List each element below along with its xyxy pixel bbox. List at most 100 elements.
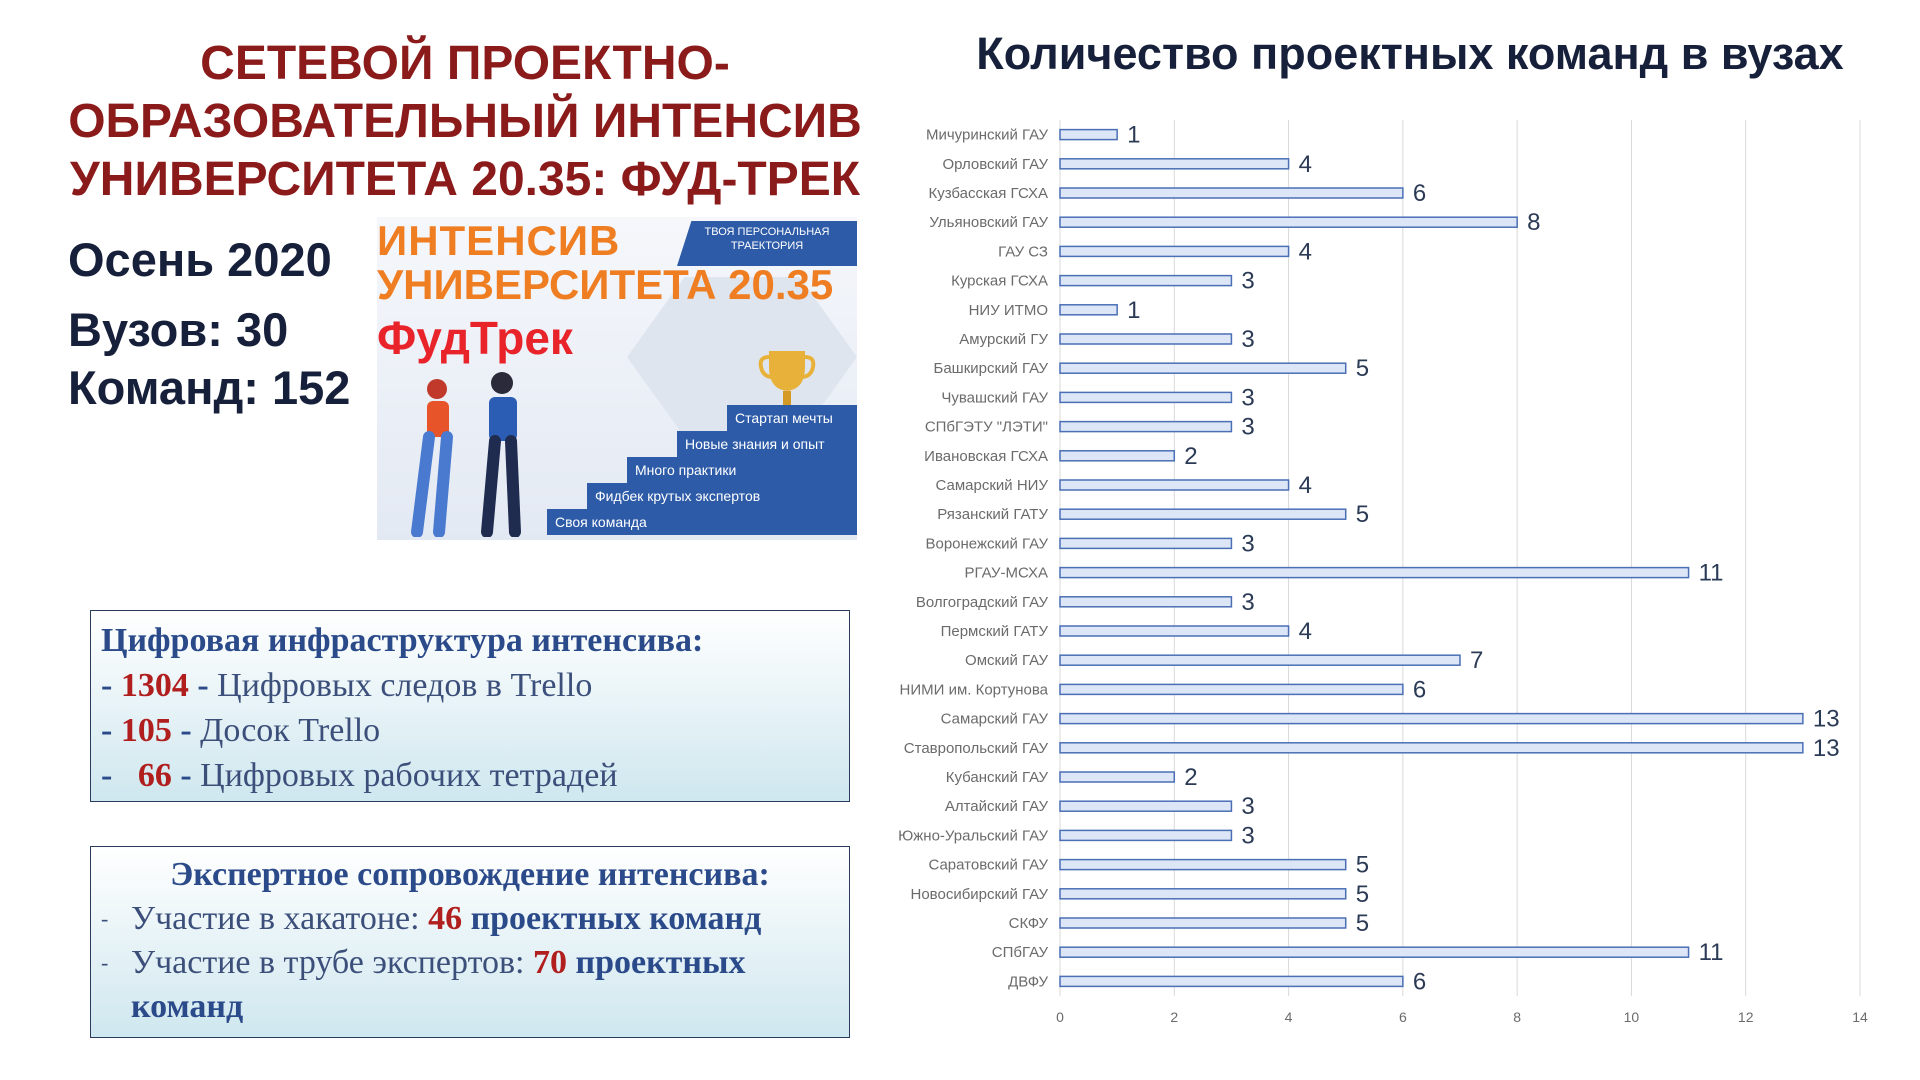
category-label: НИМИ им. Кортунова [900, 681, 1049, 698]
digital-item: - 105 - Досок Trello [101, 712, 381, 749]
data-label: 5 [1356, 881, 1369, 908]
bar [1059, 216, 1518, 228]
data-label: 3 [1241, 793, 1254, 820]
category-label: Ульяновский ГАУ [929, 214, 1048, 231]
step-knowledge: Новые знания и опыт [677, 431, 857, 457]
expert-header: Экспертное сопровождение интенсива: [170, 856, 770, 893]
digital-item: - 1304 - Цифровых следов в Trello [101, 667, 593, 704]
category-label: РГАУ-МСХА [965, 565, 1049, 582]
bar [1059, 537, 1233, 550]
data-label: 1 [1127, 297, 1140, 324]
category-label: Южно-Уральский ГАУ [898, 827, 1048, 844]
bar [1059, 742, 1804, 754]
category-label: СПбГАУ [992, 944, 1049, 961]
category-label: Курская ГСХА [951, 273, 1048, 290]
bar [1059, 128, 1118, 141]
bar [1059, 304, 1118, 316]
expert-item: - Участие в трубе экспертов: 70 проектны… [101, 944, 746, 1025]
category-label: Воронежский ГАУ [925, 535, 1048, 552]
data-label: 5 [1356, 501, 1369, 528]
people-illustration [411, 372, 521, 537]
digital-value: 1304 [120, 667, 189, 704]
step-team: Своя команда [547, 509, 857, 535]
x-tick-label: 12 [1738, 1009, 1754, 1025]
bar [1059, 274, 1233, 287]
universities-count: Вузов: 30 [68, 303, 289, 356]
title-line-1: СЕТЕВОЙ ПРОЕКТНО- [200, 37, 730, 90]
data-label: 8 [1527, 209, 1540, 236]
bar [1059, 187, 1404, 199]
category-label: Ивановская ГСХА [924, 448, 1048, 465]
expert-item1-prefix: Участие в хакатоне: [131, 900, 420, 937]
data-label: 3 [1241, 384, 1254, 411]
category-label: Мичуринский ГАУ [926, 127, 1048, 144]
x-tick-label: 6 [1399, 1009, 1407, 1025]
category-label: Башкирский ГАУ [934, 360, 1049, 377]
x-tick-label: 0 [1056, 1009, 1064, 1025]
expert-support-box: Экспертное сопровождение интенсива: - Уч… [90, 846, 850, 1038]
data-label: 5 [1356, 852, 1369, 879]
bar [1059, 566, 1690, 579]
digital-label: Цифровых рабочих тетрадей [200, 757, 618, 794]
bar [1059, 888, 1347, 900]
category-label: Амурский ГУ [959, 331, 1048, 348]
promo-band: ТВОЯ ПЕРСОНАЛЬНАЯ ТРАЕКТОРИЯ [677, 221, 857, 266]
data-label: 6 [1413, 180, 1426, 207]
digital-label: Цифровых следов в Trello [217, 667, 593, 704]
data-label: 7 [1470, 647, 1483, 674]
x-tick-label: 14 [1852, 1009, 1868, 1025]
data-label: 4 [1299, 472, 1312, 499]
category-label: СКФУ [1009, 915, 1049, 932]
data-label: 11 [1699, 560, 1724, 587]
expert-item: - Участие в хакатоне: 46 проектных коман… [101, 900, 762, 937]
step-startup: Стартап мечты [727, 405, 857, 431]
bar [1059, 771, 1176, 783]
bar [1059, 596, 1233, 608]
data-label: 5 [1356, 355, 1369, 382]
promo-line-2: УНИВЕРСИТЕТА 20.35 [377, 261, 834, 308]
category-label: Рязанский ГАТУ [937, 506, 1048, 523]
data-label: 3 [1241, 326, 1254, 353]
category-label: Кузбасская ГСХА [928, 185, 1048, 202]
data-label: 11 [1699, 939, 1724, 966]
category-label: Волгоградский ГАУ [916, 594, 1049, 611]
data-label: 13 [1813, 706, 1840, 733]
category-label: Алтайский ГАУ [945, 798, 1049, 815]
bar [1059, 333, 1233, 345]
data-label: 4 [1299, 238, 1312, 265]
category-label: СПбГЭТУ "ЛЭТИ" [925, 419, 1048, 436]
category-label: Чувашский ГАУ [941, 389, 1048, 406]
x-tick-label: 4 [1285, 1009, 1293, 1025]
bar [1059, 479, 1290, 491]
bar [1059, 420, 1233, 433]
category-label: Орловский ГАУ [942, 156, 1048, 173]
data-label: 1 [1127, 122, 1140, 149]
promo-banner: ТВОЯ ПЕРСОНАЛЬНАЯ ТРАЕКТОРИЯ ИНТЕНСИВ УН… [377, 217, 857, 540]
x-tick-label: 2 [1170, 1009, 1178, 1025]
digital-label: Досок Trello [200, 712, 381, 749]
x-tick-label: 8 [1513, 1009, 1521, 1025]
data-label: 3 [1241, 268, 1254, 295]
data-label: 2 [1184, 764, 1197, 791]
category-label: Самарский НИУ [936, 477, 1049, 494]
promo-line-1: ИНТЕНСИВ [377, 217, 621, 264]
bar [1059, 829, 1233, 842]
bar [1059, 508, 1347, 520]
digital-header: Цифровая инфраструктура интенсива: [101, 622, 704, 659]
category-label: ГАУ СЗ [998, 243, 1048, 260]
category-label: Ставропольский ГАУ [904, 740, 1049, 757]
data-label: 4 [1299, 151, 1312, 178]
data-label: 3 [1241, 530, 1254, 557]
data-label: 5 [1356, 910, 1369, 937]
bar [1059, 391, 1233, 404]
category-label: НИУ ИТМО [969, 302, 1048, 319]
bar [1059, 683, 1404, 696]
data-label: 2 [1184, 443, 1197, 470]
data-label: 3 [1241, 589, 1254, 616]
data-label: 6 [1413, 968, 1426, 995]
bar [1059, 917, 1347, 929]
step-feedback: Фидбек крутых экспертов [587, 483, 857, 509]
bar [1059, 625, 1290, 637]
bar [1059, 362, 1347, 374]
